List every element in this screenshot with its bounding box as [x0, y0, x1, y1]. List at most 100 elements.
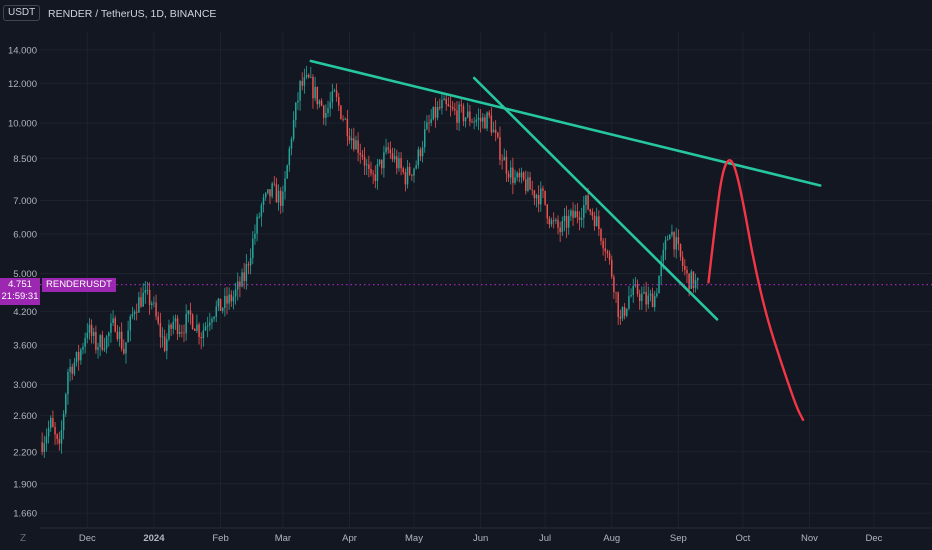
candle-body	[529, 177, 531, 190]
candle-body	[284, 178, 286, 192]
candle-body	[176, 318, 179, 335]
symbol-label: RENDERUSDT	[42, 278, 116, 292]
candle-body	[142, 292, 144, 307]
candle-body	[99, 335, 101, 348]
candle-body	[694, 280, 697, 288]
price-axis[interactable]: 14.00012.00010.0008.5007.0006.0005.0004.…	[8, 45, 37, 519]
candle-body	[494, 129, 497, 133]
time-tick-label: Oct	[735, 533, 750, 544]
candle-body	[200, 337, 202, 339]
candle-body	[133, 311, 136, 314]
candle-body	[108, 332, 110, 337]
time-tick-label: Feb	[212, 533, 228, 544]
candle-body	[239, 281, 241, 287]
candle-body	[460, 104, 463, 106]
candle-body	[578, 217, 581, 220]
candle-body	[671, 231, 673, 235]
candle-body	[290, 138, 293, 149]
candle-body	[327, 108, 329, 113]
candle-body	[153, 302, 155, 304]
candle-body	[466, 111, 469, 118]
candle-body	[372, 173, 374, 175]
trendlines	[309, 59, 822, 321]
candle-body	[641, 293, 643, 301]
candle-body	[583, 205, 585, 218]
candle-body	[570, 210, 572, 216]
candle-body	[649, 293, 652, 296]
candle-body	[288, 148, 291, 166]
candle-body	[533, 190, 536, 199]
candle-body	[262, 197, 265, 206]
candle-body	[664, 240, 667, 250]
candle-body	[215, 306, 218, 317]
candle-body	[174, 318, 177, 322]
candle-body	[310, 76, 312, 78]
candle-body	[602, 240, 604, 249]
candle-body	[595, 216, 598, 227]
candle-body	[49, 417, 52, 428]
candle-body	[88, 324, 91, 333]
candle-body	[673, 231, 675, 250]
candle-body	[144, 290, 147, 293]
candle-body	[258, 216, 260, 218]
candle-body	[267, 189, 269, 194]
price-tick-label: 7.000	[13, 196, 37, 207]
candle-body	[563, 215, 566, 221]
time-axis[interactable]: Dec 2024 Feb Mar Apr May Jun Jul Aug Sep Oct Nov Dec	[40, 527, 932, 544]
candle-body	[383, 152, 385, 169]
candle-body	[456, 110, 458, 123]
candle-body	[97, 347, 99, 350]
candle-body	[295, 102, 297, 120]
candle-body	[161, 336, 164, 338]
projection-curve	[707, 159, 805, 422]
price-tick-label: 3.000	[13, 380, 37, 391]
candle-body	[600, 229, 602, 241]
candle-body	[77, 351, 80, 361]
chart-title: RENDER / TetherUS, 1D, BINANCE	[48, 8, 217, 20]
candle-body	[95, 331, 97, 350]
candle-body	[151, 303, 153, 306]
candle-body	[525, 179, 527, 191]
candle-body	[447, 104, 450, 107]
candle-body	[632, 285, 634, 295]
time-tick-label: Aug	[603, 533, 620, 544]
candle-body	[307, 74, 310, 78]
candle-body	[273, 183, 276, 185]
candle-body	[196, 324, 198, 331]
candle-body	[443, 98, 445, 101]
time-tick-label: Nov	[801, 533, 818, 544]
candle-body	[445, 98, 447, 105]
candle-body	[441, 100, 443, 109]
timezone-icon[interactable]: Z	[20, 533, 27, 544]
candle-body	[292, 119, 295, 139]
candle-body	[191, 314, 194, 330]
candle-body	[125, 342, 127, 354]
candle-body	[301, 81, 303, 86]
candle-body	[490, 115, 493, 133]
candle-body	[464, 117, 467, 122]
candle-body	[245, 264, 248, 282]
candle-body	[365, 164, 368, 166]
candle-body	[475, 119, 478, 122]
candle-body	[501, 159, 503, 161]
trendline	[309, 59, 822, 187]
candle-body	[322, 105, 325, 118]
candle-body	[80, 349, 82, 361]
quote-currency-badge[interactable]: USDT	[3, 5, 41, 21]
candle-body	[492, 129, 495, 133]
candle-body	[103, 348, 106, 350]
candle-body	[73, 362, 76, 374]
candle-body	[213, 316, 215, 319]
candle-body	[361, 154, 364, 157]
candle-body	[69, 366, 71, 372]
candle-body	[499, 136, 501, 160]
candle-body	[123, 348, 125, 354]
candle-body	[157, 316, 159, 324]
candle-body	[359, 152, 362, 155]
last-price-value: 4.751	[8, 279, 32, 290]
candle-body	[129, 316, 132, 331]
candle-body	[370, 168, 372, 174]
candle-body	[185, 313, 187, 334]
price-tick-label: 12.000	[8, 79, 37, 90]
